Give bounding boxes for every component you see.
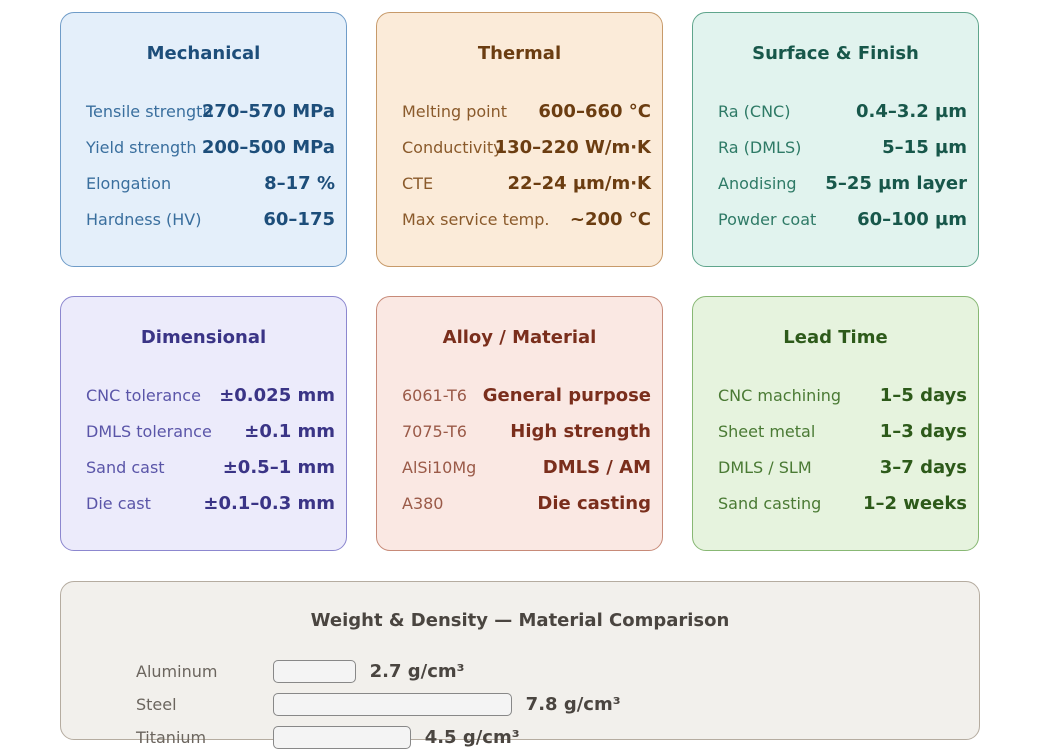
row-label: Die cast bbox=[86, 494, 151, 513]
row-value: 200–500 MPa bbox=[201, 137, 335, 158]
row-value: 1–5 days bbox=[879, 385, 967, 406]
row-label: A380 bbox=[402, 494, 444, 513]
row-label: 7075-T6 bbox=[402, 422, 467, 441]
density-bar bbox=[273, 660, 356, 683]
row-label: Max service temp. bbox=[402, 210, 550, 229]
row-label: Conductivity bbox=[402, 138, 503, 157]
row-value: 60–175 bbox=[263, 209, 335, 230]
row-label: Anodising bbox=[718, 174, 797, 193]
row-value: 270–570 MPa bbox=[201, 101, 335, 122]
row-value: 8–17 % bbox=[264, 173, 335, 194]
row-label: Elongation bbox=[86, 174, 172, 193]
row-value: 5–15 µm bbox=[882, 137, 967, 158]
card: Dimensional CNC tolerance ±0.025 mm DMLS to… bbox=[60, 296, 347, 551]
row-label: DMLS / SLM bbox=[718, 458, 812, 477]
row-label: 6061-T6 bbox=[402, 386, 467, 405]
row-value: ~200 °C bbox=[569, 209, 651, 230]
row-label: DMLS tolerance bbox=[86, 422, 212, 441]
row-value: 600–660 °C bbox=[538, 101, 651, 122]
row-label: CNC tolerance bbox=[86, 386, 201, 405]
row-value: 3–7 days bbox=[879, 457, 967, 478]
card-title: Surface & Finish bbox=[752, 43, 919, 64]
card: Mechanical Tensile strength 270–570 MPa Yie… bbox=[60, 12, 347, 267]
row-value: High strength bbox=[510, 421, 651, 442]
row-label: Ra (DMLS) bbox=[718, 138, 802, 157]
card: Alloy / Material 6061-T6 General purpose 70… bbox=[376, 296, 663, 551]
density-bar bbox=[273, 726, 411, 749]
row-value: ±0.025 mm bbox=[219, 385, 335, 406]
density-label: 4.5 g/cm³ bbox=[424, 727, 520, 748]
material-label: Titanium bbox=[136, 728, 207, 747]
card-title: Thermal bbox=[477, 43, 562, 64]
row-value: 5–25 µm layer bbox=[825, 173, 967, 194]
row-value: 60–100 µm bbox=[857, 209, 967, 230]
row-value: General purpose bbox=[482, 385, 651, 406]
row-label: Sand cast bbox=[86, 458, 165, 477]
row-label: Hardness (HV) bbox=[86, 210, 202, 229]
card-title: Mechanical bbox=[146, 43, 261, 64]
row-label: CTE bbox=[402, 174, 434, 193]
row-value: 130–220 W/m·K bbox=[494, 137, 651, 158]
row-label: Tensile strength bbox=[86, 102, 213, 121]
row-value: 0.4–3.2 µm bbox=[855, 101, 967, 122]
row-label: CNC machining bbox=[718, 386, 842, 405]
material-label: Steel bbox=[136, 695, 177, 714]
row-value: ±0.1–0.3 mm bbox=[203, 493, 335, 514]
density-bar bbox=[273, 693, 512, 716]
card: Thermal Melting point 600–660 °C Conductivi… bbox=[376, 12, 663, 267]
row-value: Die casting bbox=[537, 493, 651, 514]
row-label: Yield strength bbox=[86, 138, 197, 157]
row-label: AlSi10Mg bbox=[402, 458, 477, 477]
row-value: ±0.5–1 mm bbox=[222, 457, 335, 478]
density-label: 2.7 g/cm³ bbox=[369, 661, 465, 682]
row-value: ±0.1 mm bbox=[244, 421, 335, 442]
card-title: Dimensional bbox=[140, 327, 267, 348]
row-value: 22–24 µm/m·K bbox=[507, 173, 651, 194]
comparison-title: Weight & Density — Material Comparison bbox=[310, 610, 730, 631]
row-label: Sand casting bbox=[718, 494, 822, 513]
row-label: Sheet metal bbox=[718, 422, 816, 441]
comparison-card: Weight & Density — Material Comparison A… bbox=[60, 581, 980, 749]
card: Lead Time CNC machining 1–5 days Sheet meta… bbox=[692, 296, 979, 551]
card-title: Alloy / Material bbox=[442, 327, 597, 348]
card-title: Lead Time bbox=[783, 327, 888, 348]
row-value: DMLS / AM bbox=[542, 457, 651, 478]
row-label: Melting point bbox=[402, 102, 507, 121]
row-value: 1–2 weeks bbox=[862, 493, 967, 514]
row-value: 1–3 days bbox=[879, 421, 967, 442]
material-label: Aluminum bbox=[136, 662, 218, 681]
density-label: 7.8 g/cm³ bbox=[525, 694, 621, 715]
row-label: Powder coat bbox=[718, 210, 817, 229]
card: Surface & Finish Ra (CNC) 0.4–3.2 µm Ra (DM… bbox=[692, 12, 979, 267]
row-label: Ra (CNC) bbox=[718, 102, 791, 121]
